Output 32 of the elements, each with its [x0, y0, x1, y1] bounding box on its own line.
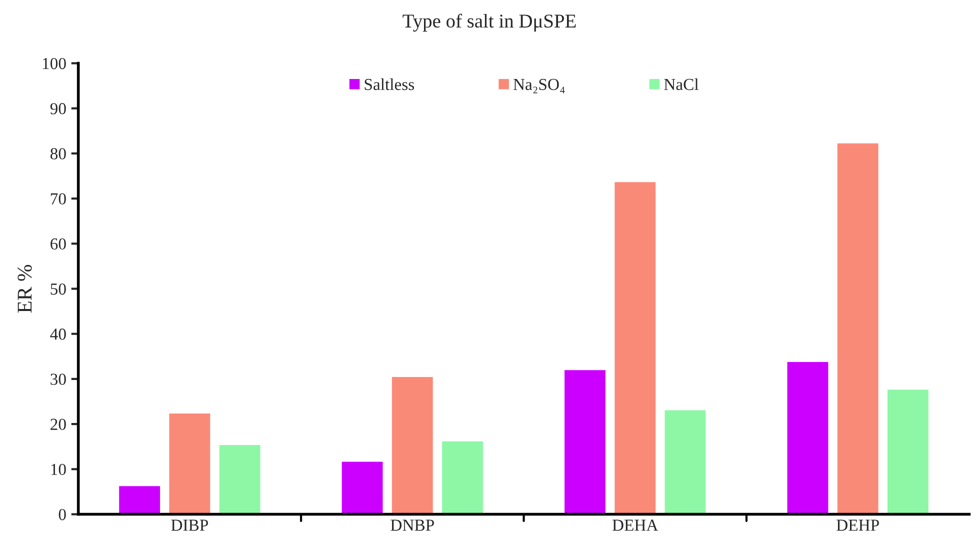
bar — [118, 484, 162, 514]
bar — [786, 360, 830, 514]
bar — [218, 444, 262, 514]
y-tick-label: 80 — [50, 148, 66, 160]
x-tick-label: DNBP — [390, 520, 434, 531]
bar — [886, 388, 930, 514]
y-tick-label: 100 — [42, 58, 66, 70]
bar — [836, 142, 880, 514]
bar — [390, 376, 434, 514]
legend-label: NaCl — [664, 78, 698, 90]
y-tick-label: 30 — [50, 374, 66, 385]
y-tick-label: 70 — [50, 193, 66, 204]
y-tick-label: 10 — [51, 464, 66, 476]
y-tick-label: 60 — [50, 238, 66, 250]
legend-label: Saltless — [364, 78, 414, 90]
bar — [340, 460, 384, 514]
bar — [663, 408, 708, 514]
y-tick-label: 40 — [50, 328, 66, 340]
bar — [168, 412, 212, 514]
bar — [563, 368, 607, 514]
legend-label: Na₂SO₄ — [513, 78, 565, 94]
y-tick-label: 0 — [58, 508, 66, 520]
bar — [613, 180, 657, 514]
chart-title: Type of salt in DμSPE — [402, 14, 576, 32]
x-tick-label: DEHA — [612, 520, 658, 531]
y-tick-label: 90 — [50, 103, 66, 114]
x-tick-label: DEHP — [836, 520, 879, 531]
y-axis-title: ER % — [18, 264, 32, 313]
y-tick-label: 50 — [50, 283, 66, 295]
bar — [440, 440, 484, 514]
x-tick-label: DIBP — [171, 520, 208, 531]
y-tick-label: 20 — [50, 418, 66, 430]
